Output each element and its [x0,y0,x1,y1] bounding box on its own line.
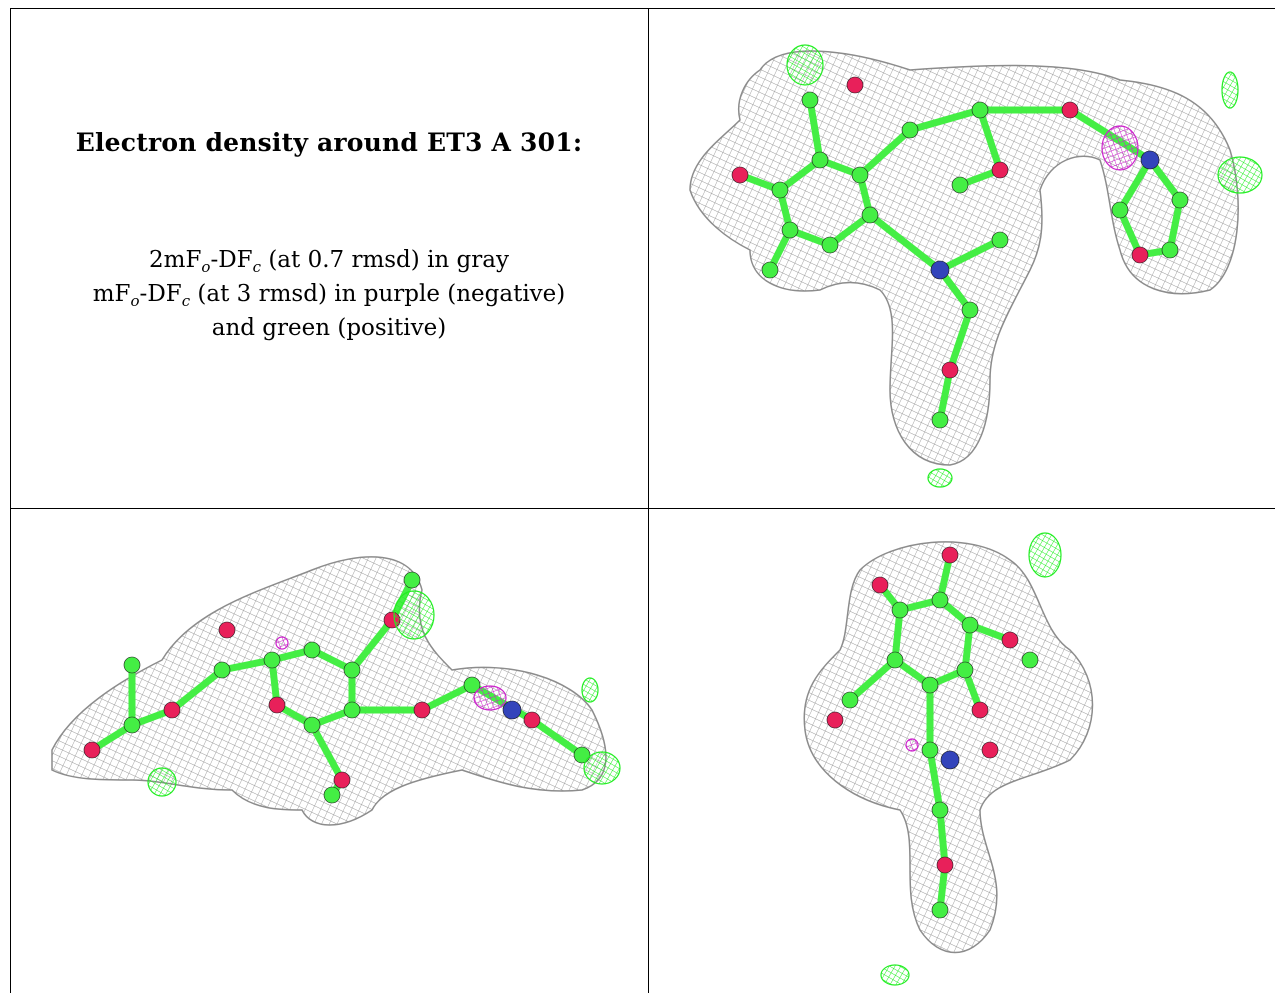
view-bottom-left [12,510,647,993]
mesh-positive [880,532,1062,986]
density-image-top-right [689,44,1263,488]
density-image-bottom-left [51,556,621,826]
ligand-atoms [731,76,1189,429]
caption-title: Electron density around ET3 A 301: [75,128,583,157]
view-top-right [650,10,1275,507]
table-divider-vertical [648,8,649,993]
table-divider-horizontal [10,508,1275,509]
mesh-negative [1101,125,1139,171]
mesh-positive [786,44,1263,488]
density-image-bottom-right [803,532,1094,986]
caption-line-2fofc: 2mFo-DFc (at 0.7 rmsd) in gray [149,247,509,276]
table-border-left [10,8,11,993]
caption-line-fofc: mFo-DFc (at 3 rmsd) in purple (negative) [92,281,566,310]
table-border-top [10,8,1275,9]
mesh-negative [275,636,507,711]
ligand-atoms [83,571,591,804]
mesh-positive [147,590,621,797]
ligand-atoms [826,546,1039,919]
caption-line-colors: and green (positive) [211,315,447,341]
caption-cell: Electron density around ET3 A 301: 2mFo-… [10,0,648,508]
view-bottom-right [650,510,1275,993]
mesh-negative [905,738,919,752]
mesh-2fofc [803,541,1094,954]
caption-body: 2mFo-DFc (at 0.7 rmsd) in gray mFo-DFc (… [10,243,648,345]
